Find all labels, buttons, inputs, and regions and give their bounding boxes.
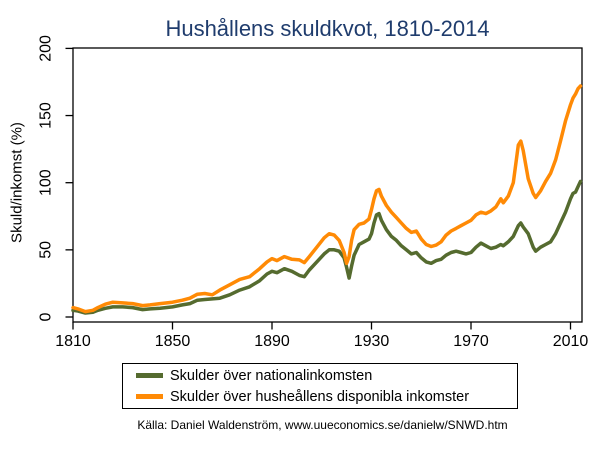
legend-item-national-income: Skulder över nationalinkomsten [136, 366, 517, 386]
legend-label: Skulder över husheållens disponibla inko… [170, 388, 470, 405]
plot-frame [72, 47, 583, 323]
y-tick-label: 200 [38, 35, 55, 62]
series-line-national-income [71, 179, 583, 315]
x-tick-label: 1930 [354, 333, 390, 350]
y-tick-label: 150 [38, 102, 55, 129]
x-tick-label: 1810 [55, 333, 91, 350]
x-tick-label: 1890 [254, 333, 290, 350]
chart-title: Hushållens skuldkvot, 1810-2014 [165, 16, 490, 41]
legend-box: Skulder över nationalinkomsten Skulder ö… [122, 363, 518, 409]
source-note: Källa: Daniel Waldenström, www.uueconomi… [137, 418, 508, 432]
legend-item-disposable-income: Skulder över husheållens disponibla inko… [136, 387, 517, 407]
legend-label: Skulder över nationalinkomsten [170, 367, 373, 384]
x-tick-label: 2010 [553, 333, 589, 350]
y-tick-label: 0 [38, 312, 55, 321]
y-axis-title: Skuld/inkomst (%) [9, 122, 26, 243]
legend-swatch-green [136, 373, 163, 378]
y-tick-label: 50 [38, 241, 55, 259]
legend-swatch-orange [136, 394, 163, 399]
y-tick-label: 100 [38, 169, 55, 196]
series-line-disposable-income [71, 84, 583, 314]
x-tick-label: 1970 [453, 333, 489, 350]
x-tick-label: 1850 [155, 333, 191, 350]
